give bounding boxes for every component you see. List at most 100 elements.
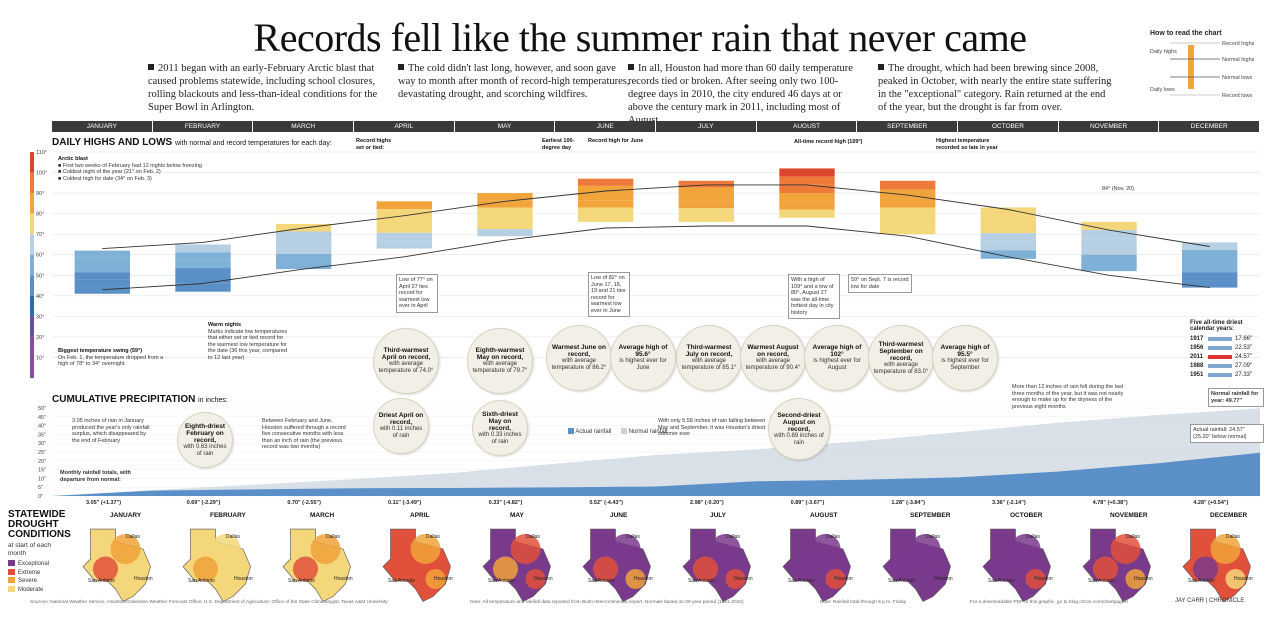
- map-city-label: Houston: [134, 576, 153, 582]
- january-rain-note: 3.05 inches of rain in January produced …: [72, 418, 150, 444]
- drought-map-month-label: APRIL: [410, 512, 430, 519]
- temp-range-bar-segment: [678, 201, 735, 209]
- drought-region: [1125, 569, 1146, 589]
- precip-y-tick-label: 5": [38, 485, 43, 491]
- precip-y-tick-label: 0": [38, 494, 43, 500]
- map-city-label: San Antonio: [688, 578, 715, 584]
- map-city-label: Dallas: [226, 534, 240, 540]
- temp-range-bar-segment: [477, 200, 533, 208]
- driest-year-row: 1917 17.66": [1190, 335, 1253, 342]
- precip-y-tick-label: 40": [38, 424, 46, 430]
- monthly-rainfall-total-label: 2.98" (-0.20"): [690, 500, 724, 506]
- five-driest-years-box: Five all-time driest calendar years: 191…: [1190, 320, 1260, 379]
- temp-range-bar-segment: [1181, 249, 1238, 258]
- how-to-read-diagram: Record highs Daily highs Normal highs No…: [1150, 41, 1255, 99]
- temp-range-bar-segment: [577, 193, 634, 201]
- temp-range-bar-segment: [275, 223, 332, 232]
- legend-label-record-highs: Record highs: [1222, 41, 1255, 47]
- temp-range-bar-segment: [678, 187, 735, 195]
- map-city-label: Houston: [1134, 576, 1153, 582]
- map-city-label: Houston: [734, 576, 753, 582]
- temp-range-bar-segment: [577, 185, 634, 194]
- temp-range-bar-segment: [175, 244, 231, 253]
- footer-note: Note: All temperature and rainfall data …: [470, 600, 744, 605]
- temp-range-bar-segment: [879, 216, 936, 226]
- drought-map-month-label: MARCH: [310, 512, 335, 519]
- texas-map: Dallas San Antonio Houston: [282, 528, 353, 602]
- drought-region: [110, 534, 141, 564]
- drought-region: [425, 569, 446, 589]
- drought-region: [825, 569, 846, 589]
- temp-range-bar-segment: [980, 224, 1037, 234]
- temp-y-tick-label: 80°: [36, 212, 44, 218]
- texas-map: Dallas San Antonio Houston: [82, 528, 153, 602]
- texas-map: Dallas San Antonio Houston: [1182, 528, 1253, 602]
- temp-range-bar-segment: [1181, 257, 1238, 265]
- driest-year-row: 2011 24.57": [1190, 353, 1253, 360]
- temp-range-bar-segment: [275, 254, 332, 262]
- map-city-label: Dallas: [526, 534, 540, 540]
- driest-year-bar: [1208, 363, 1232, 368]
- temp-range-bar-segment: [1081, 221, 1137, 231]
- drought-map-month-label: AUGUST: [810, 512, 838, 519]
- temp-y-tick-label: 60°: [36, 253, 44, 259]
- drought-map: APRIL Dallas San Antonio Houston: [370, 512, 466, 602]
- drought-map-month-label: MAY: [510, 512, 524, 519]
- map-city-label: San Antonio: [588, 578, 615, 584]
- temp-range-bar-segment: [175, 268, 231, 276]
- drought-region: [225, 569, 246, 589]
- monthly-rainfall-total-label: 0.33" (-4.82"): [489, 500, 523, 506]
- precip-y-tick-label: 25": [38, 450, 46, 456]
- map-city-label: Dallas: [1226, 534, 1240, 540]
- monthly-rainfall-total-label: 3.36" (-2.14"): [992, 500, 1026, 506]
- temp-color-scale-segment: [30, 193, 34, 214]
- drought-legend-item: Exceptional: [8, 560, 49, 569]
- drought-region: [193, 556, 218, 582]
- temp-color-scale-segment: [30, 275, 34, 296]
- precip-legend: Actual rainfall Normal rainfall: [568, 428, 667, 435]
- temp-range-bar-segment: [577, 214, 634, 222]
- how-to-read-legend: How to read the chart Record highs Daily…: [1150, 30, 1268, 110]
- temp-range-bar-segment: [779, 201, 835, 210]
- intro-paragraph-1: 2011 began with an early-February Arctic…: [148, 63, 378, 113]
- precip-y-tick-label: 20": [38, 459, 46, 465]
- low-june-callout: Low of 82° on June 17, 18, 19 and 21 tie…: [588, 272, 630, 317]
- drought-map-month-label: JULY: [710, 512, 727, 519]
- temp-range-bar-segment: [577, 178, 634, 186]
- month-label: AUGUST: [756, 121, 858, 132]
- temp-range-bar-segment: [376, 232, 433, 241]
- temp-color-scale-segment: [30, 316, 34, 337]
- temp-range-bar-segment: [376, 201, 433, 210]
- temp-range-bar-segment: [678, 208, 735, 216]
- august-precip-circle: Second-driest August on record, with 0.89…: [768, 398, 830, 460]
- drought-map: FEBRUARY Dallas San Antonio Houston: [170, 512, 266, 602]
- arctic-blast-note: Arctic blast ■ First two weeks of Februa…: [58, 156, 202, 182]
- texas-map: Dallas San Antonio Houston: [882, 528, 953, 602]
- monthly-rainfall-total-label: 0.70" (-2.55"): [287, 500, 321, 506]
- drought-map-month-label: DECEMBER: [1210, 512, 1248, 519]
- drought-map: MAY Dallas San Antonio Houston: [470, 512, 566, 602]
- temp-y-tick-label: 50°: [36, 273, 44, 279]
- drought-map-month-label: OCTOBER: [1010, 512, 1043, 519]
- monthly-rainfall-total-label: 4.28" (+0.54"): [1193, 500, 1228, 506]
- legend-label-normal-highs: Normal highs: [1222, 57, 1255, 63]
- drought-region: [725, 569, 746, 589]
- drought-map-month-label: SEPTEMBER: [910, 512, 951, 519]
- temp-range-bar-segment: [175, 252, 231, 261]
- drought-map: JUNE Dallas San Antonio Houston: [570, 512, 666, 602]
- temp-range-bar-segment: [74, 265, 131, 273]
- footer-credit: JAY CARR | CHRONICLE: [1175, 598, 1245, 604]
- how-to-read-title: How to read the chart: [1150, 30, 1222, 37]
- month-label: DECEMBER: [1159, 121, 1261, 132]
- precip-y-tick-label: 35": [38, 432, 46, 438]
- map-city-label: Dallas: [1126, 534, 1140, 540]
- drought-region: [93, 556, 118, 582]
- map-city-label: Houston: [434, 576, 453, 582]
- april-temperature-circle: Third-warmest April on record, with avera…: [373, 328, 439, 394]
- earliest-100-note: Earliest 100-degree day: [542, 138, 575, 151]
- temp-range-bar-segment: [678, 194, 735, 202]
- map-city-label: Dallas: [326, 534, 340, 540]
- temp-color-scale-segment: [30, 254, 34, 276]
- footer-note-rainfall: Note: Rainfall total through 5 p.m. Frid…: [820, 600, 907, 605]
- drought-region: [310, 534, 341, 564]
